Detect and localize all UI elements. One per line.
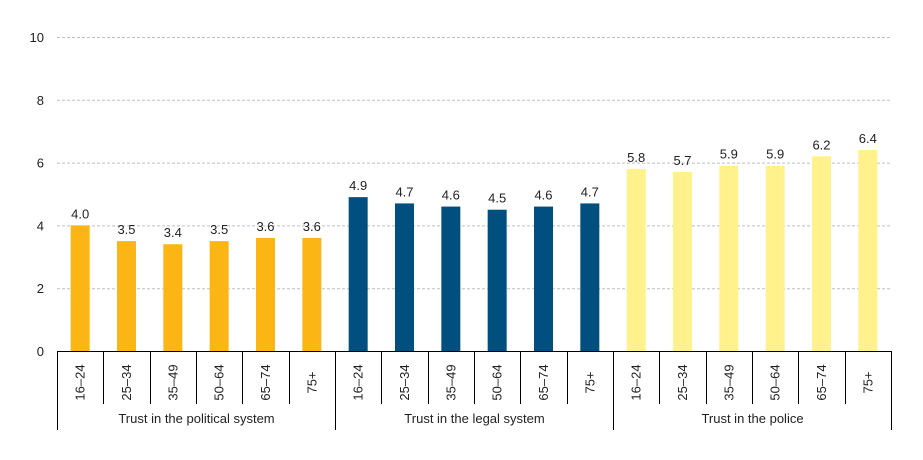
- category-label: 50–64: [490, 364, 505, 400]
- data-label: 5.7: [673, 153, 691, 168]
- y-tick-label: 10: [30, 30, 44, 45]
- y-tick-label: 6: [37, 156, 44, 171]
- category-label: 25–34: [119, 364, 134, 400]
- y-tick-label: 4: [37, 218, 44, 233]
- gridlines: [57, 37, 891, 290]
- category-label: 35–49: [443, 364, 458, 400]
- category-label: 50–64: [768, 364, 783, 400]
- data-label: 3.5: [210, 222, 228, 237]
- category-label: 35–49: [721, 364, 736, 400]
- bar: [812, 156, 831, 351]
- data-label: 3.4: [164, 225, 182, 240]
- category-label: 75+: [582, 371, 597, 393]
- bar: [117, 241, 136, 351]
- category-label: 25–34: [675, 364, 690, 400]
- bar: [487, 209, 507, 351]
- category-label: 65–74: [258, 364, 273, 400]
- bar: [858, 150, 878, 351]
- y-tick-label: 2: [37, 281, 44, 296]
- bar: [209, 241, 229, 351]
- bar: [302, 237, 322, 351]
- bar: [765, 165, 785, 351]
- bar: [163, 244, 183, 351]
- category-label: 50–64: [212, 364, 227, 400]
- data-label: 5.9: [766, 147, 784, 162]
- data-label: 5.8: [627, 150, 645, 165]
- category-label: 75+: [860, 371, 875, 393]
- category-axis: 16–24 25–34 35–49 50–64 65–74 75+ Trust in the…: [57, 351, 892, 430]
- bar: [534, 206, 553, 351]
- category-label: 16–24: [351, 364, 366, 400]
- data-label: 4.6: [534, 188, 552, 203]
- bar: [580, 203, 600, 351]
- category-label: 75+: [304, 371, 319, 393]
- bar: [395, 203, 414, 351]
- group-label: Trust in the legal system: [404, 411, 544, 426]
- data-label: 4.5: [488, 191, 506, 206]
- data-label: 5.9: [720, 147, 738, 162]
- category-label: 16–24: [73, 364, 88, 400]
- bars: [70, 150, 878, 351]
- y-tick-label: 8: [37, 93, 44, 108]
- data-label: 4.0: [71, 206, 89, 221]
- bar: [70, 225, 90, 351]
- bar: [719, 165, 739, 351]
- category-label: 65–74: [536, 364, 551, 400]
- category-label: 35–49: [165, 364, 180, 400]
- data-label: 4.9: [349, 178, 367, 193]
- y-axis-ticks: 0 2 4 6 8 10: [30, 30, 44, 359]
- category-label: 16–24: [629, 364, 644, 400]
- data-label: 3.6: [303, 219, 321, 234]
- value-labels: 4.0 3.5 3.4 3.5 3.6 3.6 4.9 4.7 4.6 4.5 4.6 4.7 5.8 5…: [71, 131, 877, 240]
- bar: [348, 197, 368, 351]
- bar: [673, 172, 692, 351]
- data-label: 4.7: [581, 184, 599, 199]
- group-label: Trust in the police: [701, 411, 803, 426]
- data-label: 6.2: [812, 137, 830, 152]
- category-label: 25–34: [397, 364, 412, 400]
- data-label: 6.4: [859, 131, 877, 146]
- bar: [441, 206, 461, 351]
- bar: [626, 168, 646, 351]
- y-tick-label: 0: [37, 344, 44, 359]
- bar: [256, 237, 275, 351]
- data-label: 4.6: [442, 188, 460, 203]
- data-label: 4.7: [395, 184, 413, 199]
- data-label: 3.6: [256, 219, 274, 234]
- category-label: 65–74: [814, 364, 829, 400]
- group-label: Trust in the political system: [118, 411, 274, 426]
- data-label: 3.5: [117, 222, 135, 237]
